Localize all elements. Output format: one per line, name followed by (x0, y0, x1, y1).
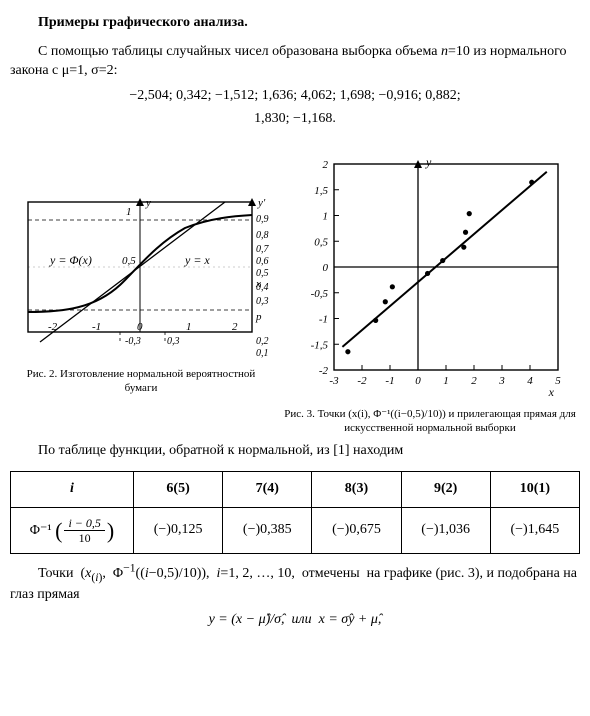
svg-text:0: 0 (323, 262, 329, 274)
svg-text:-1: -1 (385, 375, 394, 387)
svg-text:-2: -2 (319, 365, 329, 377)
svg-text:-1: -1 (319, 314, 328, 326)
svg-text:-0,5: -0,5 (311, 288, 329, 300)
fig2-yrtick: 0,1 (256, 348, 269, 359)
fig2-line-label: y = x (184, 253, 210, 267)
para-3: Точки (x(i), Φ−1((i−0,5)/10)), i=1, 2, …… (10, 560, 580, 604)
table-head-col: 6(5) (134, 471, 223, 507)
svg-text:0: 0 (415, 375, 421, 387)
svg-text:1: 1 (323, 211, 329, 223)
table-head-col: 8(3) (312, 471, 401, 507)
svg-text:y: y (425, 155, 432, 169)
final-equation: y = (x − μ̂)/σ̂, или x = σ̂y + μ̂, (10, 611, 580, 630)
fig2-ytick: 1 (126, 206, 132, 218)
fig2-yrtick: 0,6 (256, 256, 269, 267)
svg-text:-3: -3 (329, 375, 339, 387)
intro-text: С помощью таблицы случайных чисел образо… (10, 44, 567, 78)
svg-text:3: 3 (498, 375, 505, 387)
fig2-yprime-label: y′ (257, 197, 266, 209)
phi-inverse-table: i 6(5) 7(4) 8(3) 9(2) 10(1) Φ⁻¹ (i − 0,5… (10, 471, 580, 555)
svg-text:1,5: 1,5 (314, 185, 328, 197)
fig2-xtick: -2 (48, 321, 58, 333)
svg-text:-1,5: -1,5 (311, 340, 329, 352)
fig2-yrtick: 0,7 (256, 244, 270, 255)
fig2-y-label: y (145, 197, 151, 209)
intro-paragraph: С помощью таблицы случайных чисел образо… (10, 43, 580, 81)
svg-text:-2: -2 (357, 375, 367, 387)
samples-line-2: 1,830; −1,168. (10, 110, 580, 129)
table-row-label: Φ⁻¹ (i − 0,510) (11, 507, 134, 554)
table-head-col: 10(1) (490, 471, 579, 507)
svg-text:-0,3: -0,3 (125, 336, 141, 347)
figure-2-svg: -2 -1 0 1 2 y (10, 190, 272, 360)
table-cell: (−)0,125 (134, 507, 223, 554)
figure-2-caption: Рис. 2. Изготовление нормальной вероятно… (10, 368, 272, 396)
fig2-xtick: 1 (186, 321, 192, 333)
para-2: По таблице функции, обратной к нормально… (10, 442, 580, 461)
figure-2: -2 -1 0 1 2 y (10, 190, 272, 396)
svg-text:1: 1 (443, 375, 449, 387)
fig2-yrtick: 0,3 (256, 296, 269, 307)
table-cell: (−)0,385 (223, 507, 312, 554)
table-head-col: 7(4) (223, 471, 312, 507)
fig2-xtick: 2 (232, 321, 238, 333)
svg-text:5: 5 (555, 375, 561, 387)
svg-text:0,3: 0,3 (167, 336, 180, 347)
figure-3-caption: Рис. 3. Точки (x(i), Φ⁻¹((i−0,5)/10)) и … (280, 408, 580, 436)
fig2-yrtick: 0,9 (256, 214, 269, 225)
fig2-curve-label: y = Φ(x) (49, 253, 92, 267)
svg-text:0,5: 0,5 (314, 237, 328, 249)
table-cell: (−)1,645 (490, 507, 579, 554)
section-title: Примеры графического анализа. (10, 14, 580, 33)
table-head-i: i (70, 481, 74, 496)
svg-text:2: 2 (471, 375, 477, 387)
table-cell: (−)0,675 (312, 507, 401, 554)
table-cell: (−)1,036 (401, 507, 490, 554)
fig2-yrtick: 0,2 (256, 336, 269, 347)
svg-text:4: 4 (527, 375, 533, 387)
fig2-yrtick: 0,8 (256, 230, 269, 241)
svg-text:2: 2 (323, 159, 329, 171)
svg-text:x: x (548, 385, 555, 399)
fig2-xtick: -1 (92, 321, 101, 333)
fig2-x-label: x (255, 278, 261, 290)
samples-line-1: −2,504; 0,342; −1,512; 1,636; 4,062; 1,6… (10, 87, 580, 106)
fig2-p-label: p (255, 311, 262, 323)
figure-3-svg: -3-2-1012345-2-1,5-1-0,500,511,52yx (290, 146, 570, 400)
table-head-col: 9(2) (401, 471, 490, 507)
figure-3: -3-2-1012345-2-1,5-1-0,500,511,52yx Рис.… (280, 146, 580, 436)
fig2-ytick: 0,5 (122, 255, 136, 267)
